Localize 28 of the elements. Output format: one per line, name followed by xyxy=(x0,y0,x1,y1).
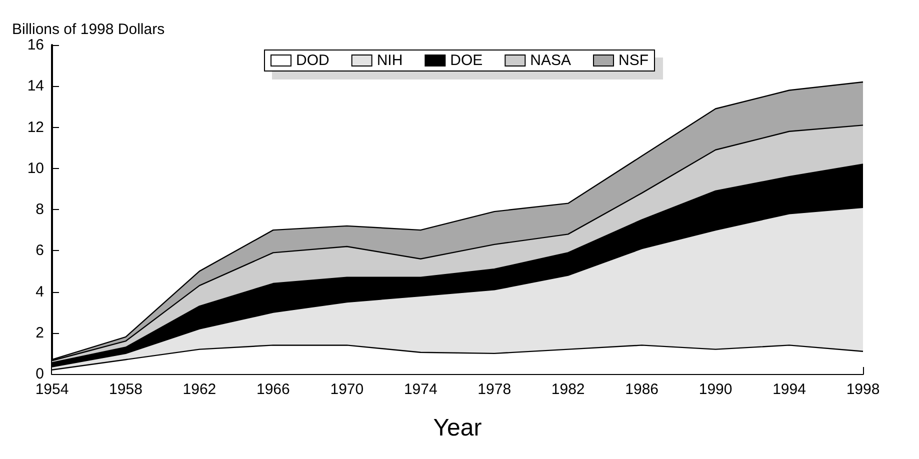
y-axis-title: Billions of 1998 Dollars xyxy=(12,21,165,38)
y-tick-label: 4 xyxy=(36,283,44,300)
y-tick-label: 0 xyxy=(36,366,44,382)
y-tick-label: 16 xyxy=(27,36,44,54)
y-tick-label: 12 xyxy=(27,118,44,136)
y-tick-label: 8 xyxy=(36,201,44,218)
y-tick-label: 6 xyxy=(36,242,44,260)
x-tick-label: 1982 xyxy=(551,381,585,398)
x-tick-label: 1962 xyxy=(182,381,216,398)
x-tick-label: 1990 xyxy=(698,381,732,398)
y-tick-label: 14 xyxy=(27,78,44,95)
legend-label: NSF xyxy=(618,52,649,69)
x-tick-label: 1986 xyxy=(625,381,659,398)
x-tick-label: 1998 xyxy=(846,381,880,398)
x-axis-title: Year xyxy=(433,414,482,442)
y-tick-label: 10 xyxy=(27,160,44,177)
y-tick-label: 2 xyxy=(36,324,44,342)
x-tick-label: 1994 xyxy=(772,381,806,398)
x-tick-label: 1958 xyxy=(109,381,142,398)
legend-label: DOE xyxy=(450,52,483,69)
x-tick-label: 1954 xyxy=(35,381,69,398)
x-tick-label: 1978 xyxy=(478,381,512,398)
legend-label: NASA xyxy=(530,52,572,69)
x-tick-label: 1974 xyxy=(404,381,438,398)
x-tick-label: 1970 xyxy=(330,381,364,398)
legend-label: DOD xyxy=(296,52,330,69)
legend-label: NIH xyxy=(376,52,403,69)
x-tick-label: 1966 xyxy=(256,381,290,398)
